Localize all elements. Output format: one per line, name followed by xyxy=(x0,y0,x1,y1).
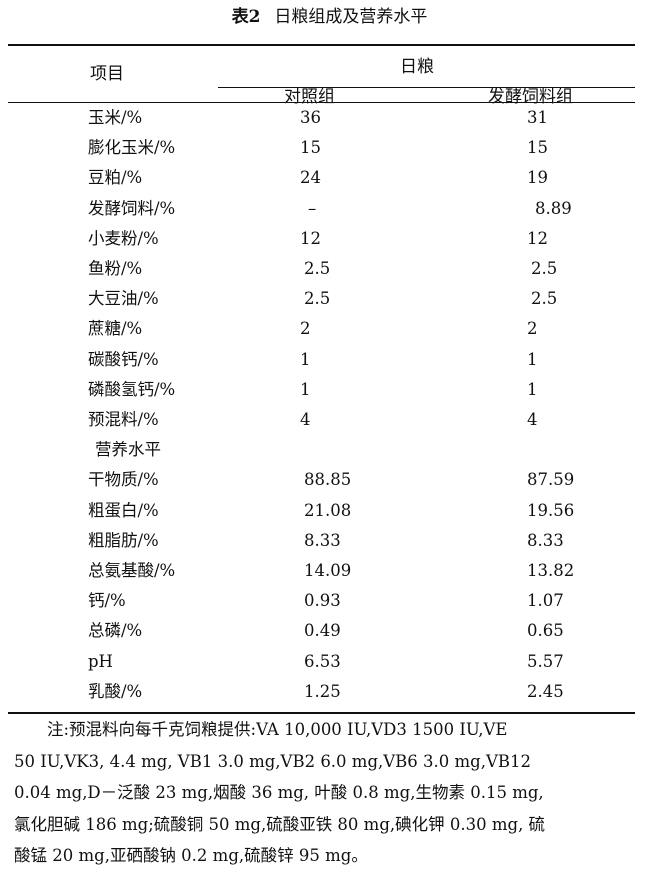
fermented-value: 8.89 xyxy=(535,198,572,218)
row-label: 蔗糖/% xyxy=(88,319,143,339)
header-rule xyxy=(8,102,635,103)
row-label: 营养水平 xyxy=(95,440,161,460)
fermented-value: 19 xyxy=(527,168,548,188)
control-value: 24 xyxy=(300,168,321,188)
note-line: 酸锰 20 mg,亚硒酸钠 0.2 mg,硫酸锌 95 mg。 xyxy=(14,846,368,865)
fermented-value: 1.07 xyxy=(527,591,564,611)
table-row: 营养水平 xyxy=(0,435,659,465)
table-title: 日粮组成及营养水平 xyxy=(274,7,428,27)
table-row: 粗脂肪/% 8.33 8.33 xyxy=(0,526,659,556)
header-group: 日粮 xyxy=(400,57,434,77)
control-value: 0.49 xyxy=(304,621,341,641)
group-rule xyxy=(218,87,635,88)
row-label: 玉米/% xyxy=(88,108,143,127)
table-row: 鱼粉/% 2.5 2.5 xyxy=(0,254,659,284)
fermented-value: 2.5 xyxy=(531,289,558,309)
table-row: pH 6.53 5.57 xyxy=(0,647,659,677)
control-value: 1 xyxy=(300,379,311,399)
row-label: 小麦粉/% xyxy=(88,228,159,248)
note-line: 50 IU,VK3, 4.4 mg, VB1 3.0 mg,VB2 6.0 mg… xyxy=(14,751,532,771)
row-label: 碳酸钙/% xyxy=(88,349,159,369)
fermented-value: 5.57 xyxy=(527,651,564,671)
row-label: 粗蛋白/% xyxy=(88,500,159,520)
table-row: 磷酸氢钙/% 1 1 xyxy=(0,375,659,405)
table-row: 玉米/% 36 31 xyxy=(0,103,659,133)
row-label: 总氨基酸/% xyxy=(88,561,176,580)
row-label: 豆粕/% xyxy=(88,168,143,188)
note-line: 0.04 mg,D－泛酸 23 mg,烟酸 36 mg, 叶酸 0.8 mg,生… xyxy=(14,783,544,802)
control-value: 4 xyxy=(300,410,311,429)
fermented-value: 31 xyxy=(527,108,548,127)
control-value: – xyxy=(308,198,317,218)
table-row: 发酵饲料/% – 8.89 xyxy=(0,194,659,224)
table-row: 预混料/% 4 4 xyxy=(0,405,659,435)
table-label: 表2 xyxy=(231,7,261,27)
table-row: 总磷/% 0.49 0.65 xyxy=(0,616,659,646)
row-label: 大豆油/% xyxy=(88,289,159,309)
control-value: 6.53 xyxy=(304,651,341,671)
table-row: 总氨基酸/% 14.09 13.82 xyxy=(0,556,659,586)
control-value: 0.93 xyxy=(304,591,341,611)
note-line: 注:预混料向每千克饲粮提供:VA 10,000 IU,VD3 1500 IU,V… xyxy=(47,720,508,739)
fermented-value: 13.82 xyxy=(527,561,575,580)
control-value: 12 xyxy=(300,228,321,248)
control-value: 21.08 xyxy=(304,500,352,520)
control-value: 36 xyxy=(300,108,321,127)
note-line: 氯化胆碱 186 mg;硫酸铜 50 mg,硫酸亚铁 80 mg,碘化钾 0.3… xyxy=(14,814,546,834)
control-value: 2.5 xyxy=(304,259,331,278)
fermented-value: 1 xyxy=(527,379,538,399)
row-label: 乳酸/% xyxy=(88,681,143,701)
control-value: 1 xyxy=(300,349,311,369)
control-value: 1.25 xyxy=(304,681,341,701)
row-label: pH xyxy=(88,651,113,671)
row-label: 鱼粉/% xyxy=(88,259,143,278)
row-label: 膨化玉米/% xyxy=(88,138,176,158)
fermented-value: 1 xyxy=(527,349,538,369)
table-row: 小麦粉/% 12 12 xyxy=(0,224,659,254)
table-row: 大豆油/% 2.5 2.5 xyxy=(0,284,659,314)
bottom-rule xyxy=(8,712,635,714)
fermented-value: 2.5 xyxy=(531,259,558,278)
control-value: 2 xyxy=(300,319,311,339)
fermented-value: 15 xyxy=(527,138,548,158)
table-note: 注:预混料向每千克饲粮提供:VA 10,000 IU,VD3 1500 IU,V… xyxy=(14,714,644,872)
row-label: 发酵饲料/% xyxy=(88,198,176,218)
table-row: 粗蛋白/% 21.08 19.56 xyxy=(0,496,659,526)
table-row: 干物质/% 88.85 87.59 xyxy=(0,465,659,495)
table-row: 乳酸/% 1.25 2.45 xyxy=(0,677,659,707)
table-caption: 表2 日粮组成及营养水平 xyxy=(0,2,659,27)
header-item: 项目 xyxy=(90,64,124,84)
table-row: 膨化玉米/% 15 15 xyxy=(0,133,659,163)
control-value: 15 xyxy=(300,138,321,158)
row-label: 磷酸氢钙/% xyxy=(88,379,176,399)
row-label: 预混料/% xyxy=(88,410,159,429)
fermented-value: 2 xyxy=(527,319,538,339)
row-label: 总磷/% xyxy=(88,621,143,641)
fermented-value: 12 xyxy=(527,228,548,248)
top-rule xyxy=(8,44,635,46)
fermented-value: 4 xyxy=(527,410,538,429)
table-row: 碳酸钙/% 1 1 xyxy=(0,345,659,375)
table-row: 钙/% 0.93 1.07 xyxy=(0,586,659,616)
fermented-value: 19.56 xyxy=(527,500,575,520)
control-value: 8.33 xyxy=(304,530,341,550)
fermented-value: 8.33 xyxy=(527,530,564,550)
row-label: 粗脂肪/% xyxy=(88,530,159,550)
table-row: 豆粕/% 24 19 xyxy=(0,163,659,193)
table-row: 蔗糖/% 2 2 xyxy=(0,314,659,344)
row-label: 干物质/% xyxy=(88,470,159,490)
row-label: 钙/% xyxy=(88,591,126,611)
control-value: 14.09 xyxy=(304,561,352,580)
control-value: 2.5 xyxy=(304,289,331,309)
fermented-value: 2.45 xyxy=(527,681,564,701)
control-value: 88.85 xyxy=(304,470,352,490)
fermented-value: 87.59 xyxy=(527,470,575,490)
fermented-value: 0.65 xyxy=(527,621,564,641)
